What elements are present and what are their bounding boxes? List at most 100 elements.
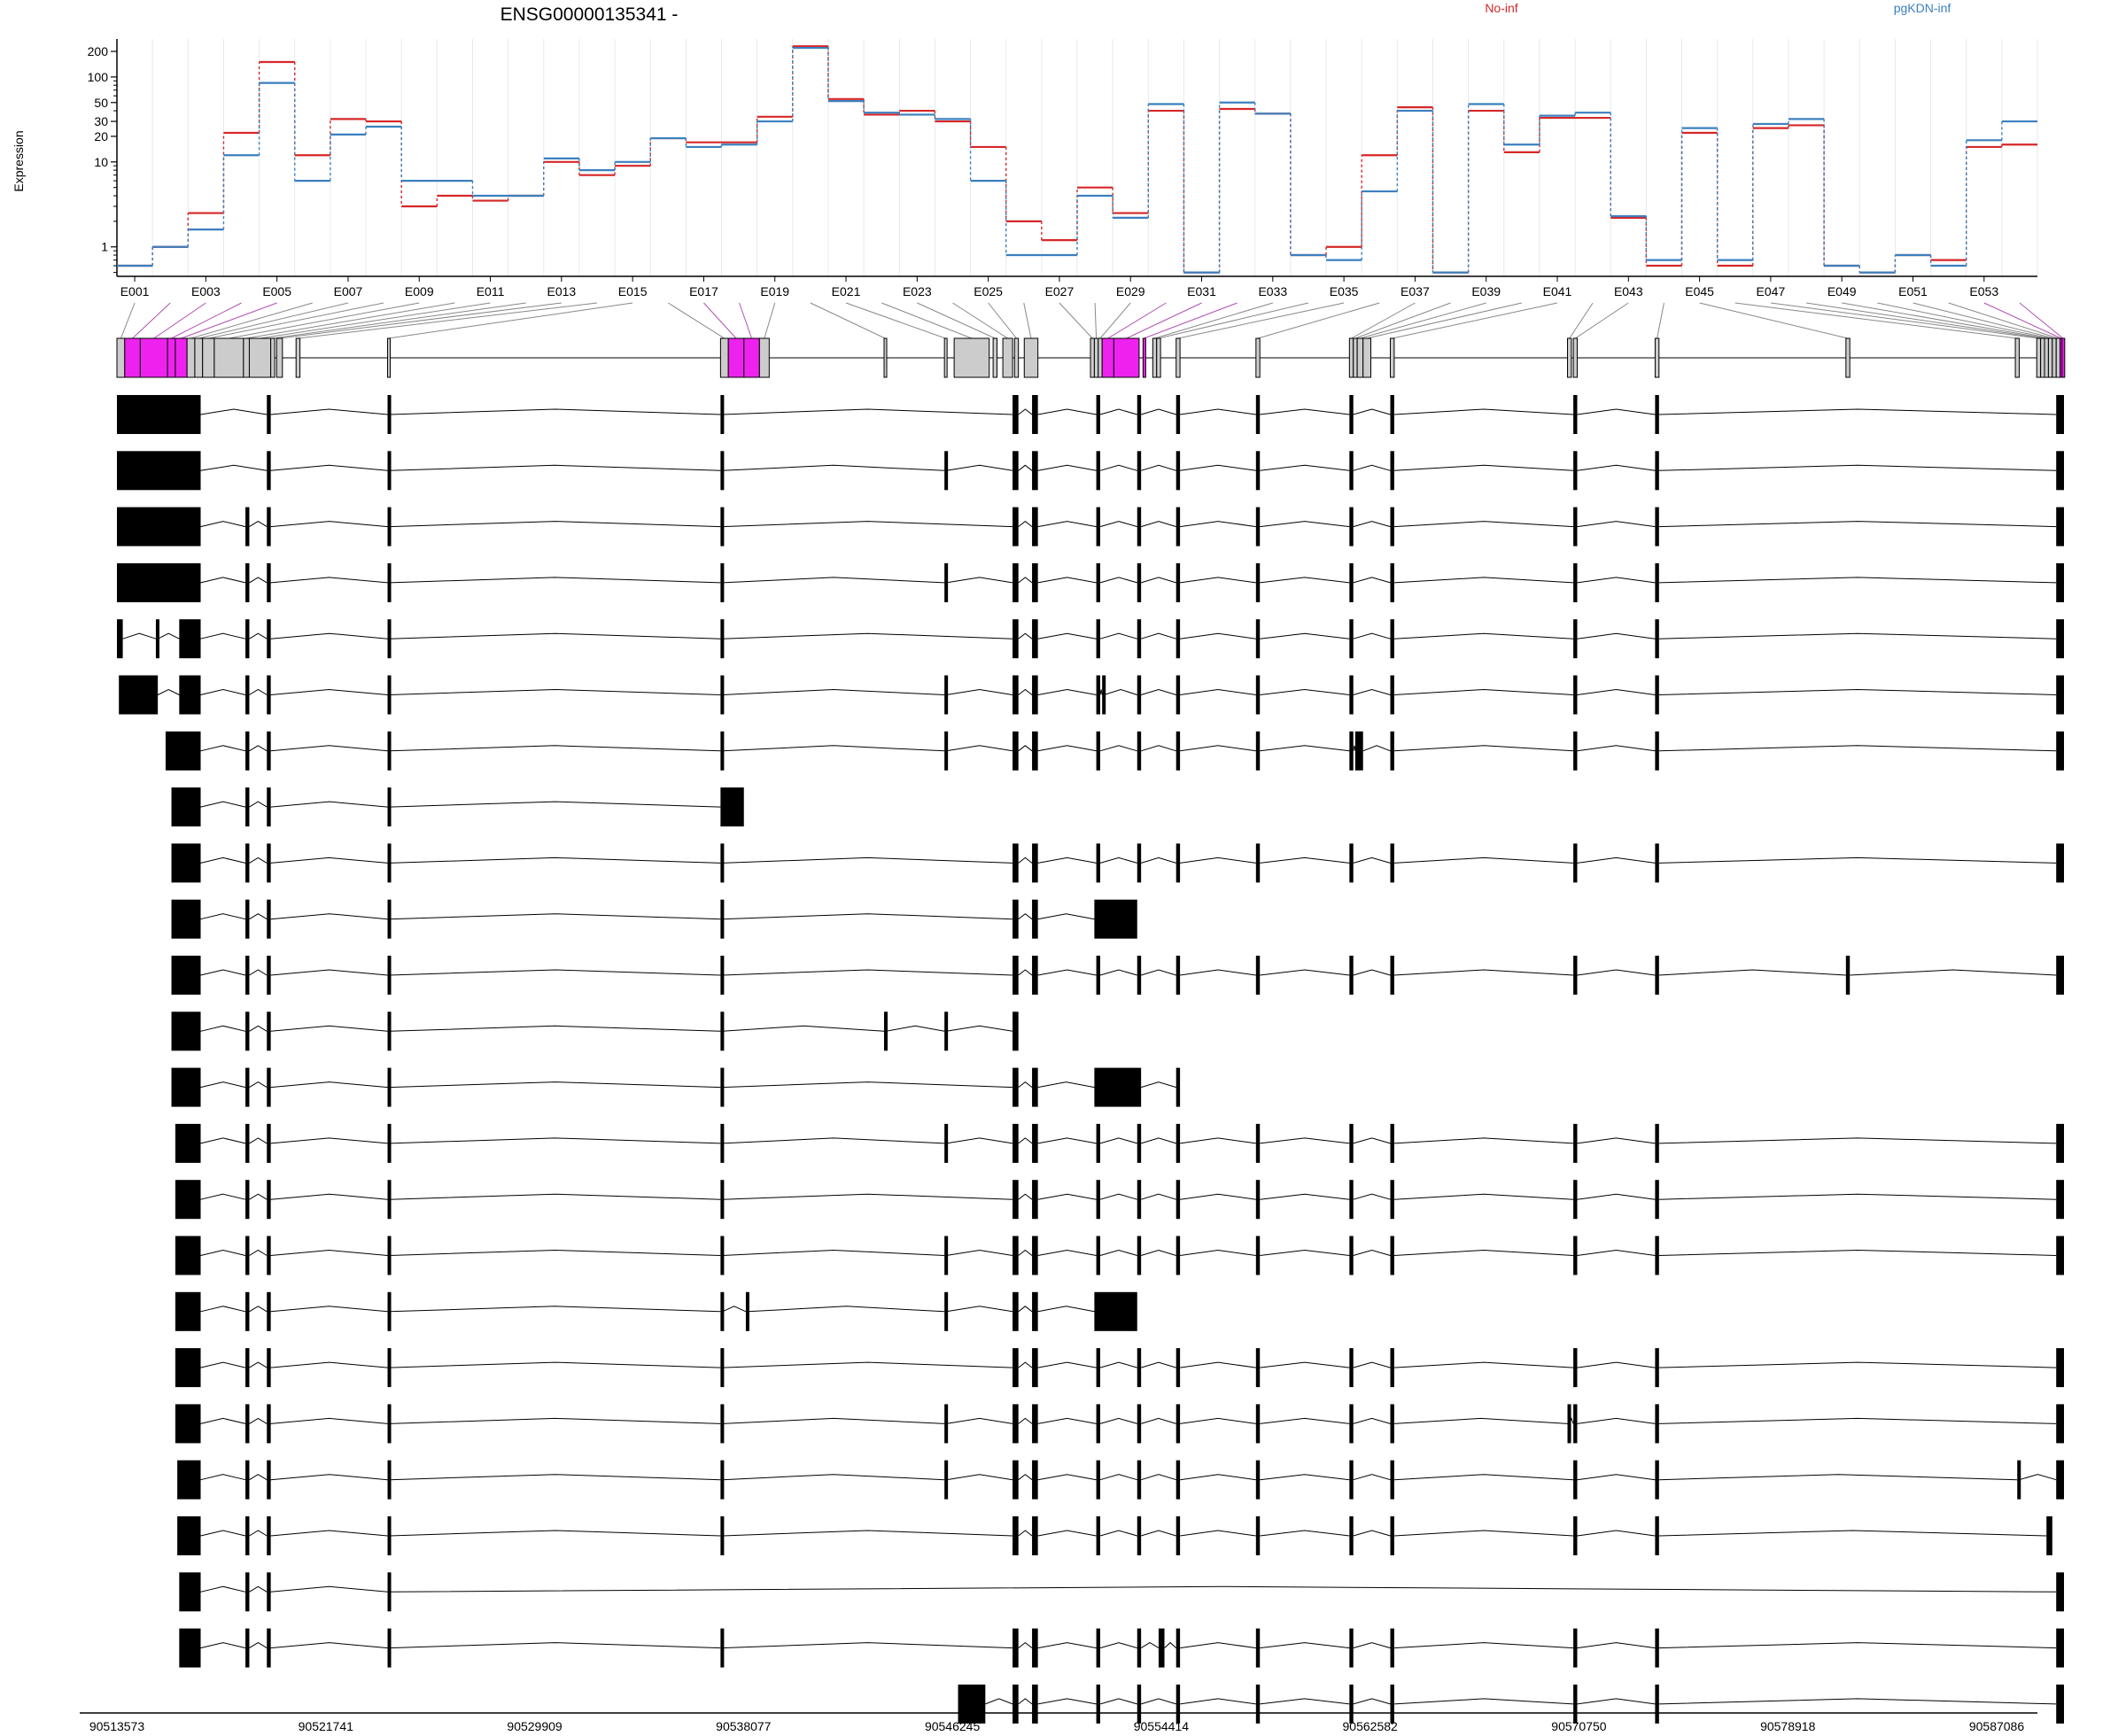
intron-line — [1658, 1698, 2057, 1705]
intron-line — [1037, 1081, 1095, 1089]
exon-connector — [1023, 302, 1032, 339]
intron-line — [722, 969, 1013, 976]
intron-line — [270, 1642, 388, 1649]
gene-exon — [2052, 337, 2057, 378]
gene-model — [116, 337, 2066, 378]
intron-line — [1180, 1698, 1256, 1705]
intron-line — [249, 801, 268, 808]
exon-tick-label: E051 — [1898, 284, 1928, 298]
intron-line — [200, 1642, 246, 1649]
intron-line — [389, 577, 721, 584]
intron-line — [1141, 1137, 1176, 1144]
intron-line — [1141, 856, 1176, 864]
transcript-exon — [387, 451, 392, 491]
transcript-exon — [1176, 1460, 1181, 1500]
transcript-exon — [944, 675, 949, 715]
transcript-exon — [1137, 843, 1142, 883]
intron-line — [946, 1474, 1013, 1481]
exon-connector — [198, 302, 349, 339]
intron-line — [1099, 689, 1103, 695]
exon-connector — [1948, 302, 2059, 339]
transcript-exon — [1176, 451, 1181, 491]
exon-tick-label: E013 — [547, 284, 577, 298]
transcript-exon — [267, 956, 271, 995]
intron-line — [1393, 1530, 1574, 1537]
transcript-exon — [1137, 562, 1142, 602]
transcript-exon — [1013, 675, 1019, 715]
intron-line — [249, 969, 268, 976]
intron-line — [1577, 1642, 1656, 1649]
intron-line — [389, 688, 721, 695]
gene-exon — [2044, 337, 2049, 378]
intron-line — [946, 688, 1013, 695]
intron-line — [1018, 1361, 1033, 1368]
transcript-exon — [720, 956, 725, 995]
intron-line — [1658, 1361, 2057, 1368]
transcript-exon — [2056, 1236, 2064, 1275]
intron-line — [946, 1137, 1013, 1144]
transcript-exon — [1013, 731, 1019, 771]
exon-connector — [668, 302, 725, 339]
genome-tick-label: 90570750 — [1551, 1719, 1607, 1733]
transcript-exon — [1655, 1123, 1659, 1163]
exon-connector — [298, 302, 598, 339]
transcript-exon — [1255, 1404, 1261, 1444]
intron-line — [1037, 1417, 1097, 1424]
transcript-exon — [2056, 1572, 2064, 1612]
exon-ticks: E001 E003 E005 E007 E009 E011 E013 E015 E017 E019… — [120, 276, 1998, 298]
intron-line — [1658, 577, 2057, 584]
transcript-exon — [267, 1291, 271, 1331]
intron-line — [1037, 1642, 1097, 1649]
gene-exon — [295, 337, 301, 378]
transcript-exon — [387, 1291, 392, 1331]
transcript-exon — [245, 1460, 250, 1500]
transcript-exon — [2046, 1516, 2052, 1555]
intron-line — [1018, 577, 1033, 584]
intron-line — [722, 464, 945, 471]
transcript-exon — [2056, 451, 2064, 491]
exon-connector — [881, 302, 973, 339]
gene-exon — [1353, 337, 1358, 378]
transcript-exon — [1573, 731, 1578, 771]
intron-line — [1658, 521, 2057, 528]
transcript-exon — [267, 1123, 271, 1163]
legend-pgkdn-inf: pgKDN-inf — [1894, 1, 1951, 15]
transcript-exon — [1390, 395, 1394, 434]
exon-tick-label: E015 — [618, 284, 648, 298]
transcript-exon — [245, 1236, 250, 1275]
transcript-exon — [1032, 451, 1038, 491]
exon-connector — [1099, 302, 1131, 339]
transcript-exon — [1390, 1628, 1394, 1668]
transcript-row — [177, 1460, 2064, 1500]
transcript-exon — [1255, 1180, 1261, 1220]
intron-line — [389, 745, 721, 752]
intron-line — [1180, 688, 1256, 695]
intron-line — [1037, 745, 1097, 752]
intron-line — [1141, 1417, 1176, 1424]
intron-line — [1037, 521, 1097, 528]
transcript-exon — [1013, 619, 1019, 659]
exon-connector — [1842, 302, 2047, 339]
intron-line — [1260, 632, 1350, 639]
exon-connector — [132, 302, 171, 339]
gene-exon — [1255, 337, 1261, 378]
intron-line — [722, 1025, 885, 1032]
intron-line — [1260, 1698, 1350, 1705]
transcript-exon — [1032, 619, 1038, 659]
transcript-exon — [177, 1460, 201, 1500]
exon-tick-label: E031 — [1187, 284, 1216, 298]
transcript-exon — [245, 1123, 250, 1163]
intron-line — [200, 1474, 246, 1481]
transcript-exon — [1137, 1684, 1142, 1724]
transcript-exon — [245, 1572, 250, 1612]
y-axis-label: Expression — [12, 130, 26, 191]
exon-tick-label: E023 — [903, 284, 932, 298]
transcript-exon — [1032, 1067, 1038, 1107]
intron-line — [389, 1249, 721, 1256]
intron-line — [249, 1642, 268, 1649]
transcript-exon — [1137, 451, 1142, 491]
exon-tick-label: E049 — [1827, 284, 1857, 298]
transcript-exon — [1255, 675, 1261, 715]
intron-line — [1393, 1642, 1574, 1649]
